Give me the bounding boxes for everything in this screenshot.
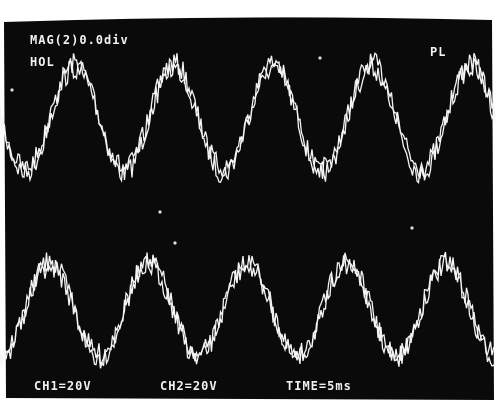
oscilloscope-photo: MAG(2)0.0div HOL PL CH1=20V CH2=20V TIME…: [0, 0, 496, 403]
dot: [173, 241, 176, 244]
ch1-setting: CH1=20V: [34, 379, 92, 393]
dot: [158, 210, 161, 213]
indicator-label: PL: [430, 45, 446, 59]
dot: [410, 226, 413, 229]
dot: [10, 88, 13, 91]
time-setting: TIME=5ms: [286, 379, 352, 393]
magnification-label: MAG(2)0.0div: [30, 33, 129, 47]
dot: [318, 56, 321, 59]
mode-label: HOL: [30, 55, 55, 69]
ch2-setting: CH2=20V: [160, 379, 218, 393]
